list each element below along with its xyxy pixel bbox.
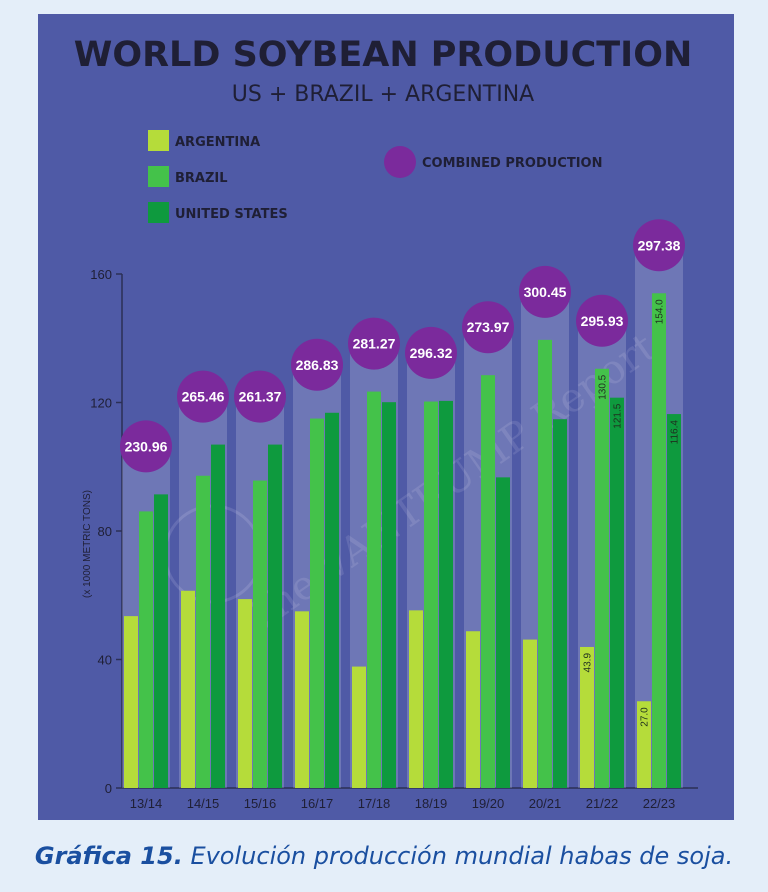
combined-value-label: 300.45 [524,284,567,300]
bar-united-states [610,397,624,788]
combined-value-label: 230.96 [125,438,168,454]
legend-label-combined: COMBINED PRODUCTION [422,156,602,171]
bar-value-label: 130.5 [598,374,609,399]
combined-bubble [405,326,457,379]
bar-argentina [238,599,252,788]
bar-brazil [595,368,609,788]
combined-bubble [234,370,286,423]
bar-value-label: 121.5 [613,403,624,428]
combined-value-label: 296.32 [410,345,453,361]
bar-argentina [466,631,480,788]
bar-argentina [637,701,651,788]
y-tick-label: 80 [98,524,112,539]
bar-brazil [424,401,438,788]
bar-value-label: 43.9 [583,653,594,673]
bar-brazil [367,391,381,788]
bar-united-states [382,402,396,788]
soybean-chart: WORLD SOYBEAN PRODUCTION US + BRAZIL + A… [74,35,698,811]
bar-brazil [139,511,153,788]
chart-title: WORLD SOYBEAN PRODUCTION [74,35,693,75]
legend-swatch-argentina [148,130,169,151]
legend-swatch-combined [384,146,416,178]
combined-bubble [120,420,172,473]
x-tick-label: 18/19 [415,796,448,811]
bar-united-states [439,400,453,788]
bar-brazil [481,375,495,788]
chart-panel: WORLD SOYBEAN PRODUCTION US + BRAZIL + A… [38,14,734,820]
combined-bubble [576,294,628,347]
combined-bubble [348,317,400,370]
combined-value-label: 286.83 [296,357,339,373]
combined-bubble [291,338,343,391]
legend-label: UNITED STATES [175,207,288,222]
bar-argentina [295,611,309,788]
x-tick-label: 19/20 [472,796,505,811]
bar-argentina [523,639,537,788]
bar-brazil [253,480,267,788]
bar-united-states [496,477,510,788]
bar-value-label: 27.0 [640,707,651,727]
x-tick-label: 22/23 [643,796,676,811]
bar-brazil [538,339,552,788]
combined-value-label: 273.97 [467,319,510,335]
combined-value-label: 265.46 [182,389,225,405]
y-axis-label: (x 1000 METRIC TONS) [82,490,93,598]
bar-value-label: 154.0 [655,299,666,324]
bar-united-states [268,444,282,788]
combined-bubble [462,301,514,354]
y-tick-label: 40 [98,653,112,668]
x-tick-label: 16/17 [301,796,334,811]
legend-label: BRAZIL [175,171,228,186]
combined-value-label: 295.93 [581,313,624,329]
y-tick-label: 160 [90,267,112,282]
bar-brazil [196,475,210,788]
legend-swatch-united-states [148,202,169,223]
bar-brazil [652,293,666,788]
bar-argentina [181,590,195,788]
bar-united-states [553,419,567,788]
chart-subtitle: US + BRAZIL + ARGENTINA [232,82,534,107]
x-tick-label: 17/18 [358,796,391,811]
legend-label: ARGENTINA [175,135,260,150]
bar-united-states [325,412,339,788]
combined-bubble [633,219,685,272]
x-tick-label: 13/14 [130,796,163,811]
y-tick-label: 0 [105,781,112,796]
combined-bubble [177,370,229,423]
plot-area: 230.96 13/14 265.46 14/15 261.37 15/16 286.83 1… [120,219,685,811]
figure-caption: Gráfica 15. Evolución producción mundial… [0,842,768,870]
caption-text: Evolución producción mundial habas de so… [182,842,734,870]
bar-brazil [310,418,324,788]
bar-united-states [667,414,681,788]
legend-swatch-brazil [148,166,169,187]
bar-argentina [580,646,594,788]
bar-argentina [352,666,366,788]
combined-value-label: 297.38 [638,237,681,253]
combined-value-label: 281.27 [353,336,396,352]
bar-argentina [409,610,423,788]
bar-value-label: 116.4 [670,420,681,445]
combined-value-label: 261.37 [239,389,282,405]
x-tick-label: 14/15 [187,796,220,811]
bar-united-states [154,494,168,788]
y-tick-label: 120 [90,396,112,411]
caption-label: Gráfica 15. [34,842,183,870]
bar-united-states [211,444,225,788]
legend: ARGENTINA BRAZIL UNITED STATES COMBINED PRO… [148,130,602,223]
combined-bubble [519,265,571,318]
x-tick-label: 20/21 [529,796,562,811]
x-tick-label: 15/16 [244,796,277,811]
bar-argentina [124,616,138,788]
x-tick-label: 21/22 [586,796,619,811]
